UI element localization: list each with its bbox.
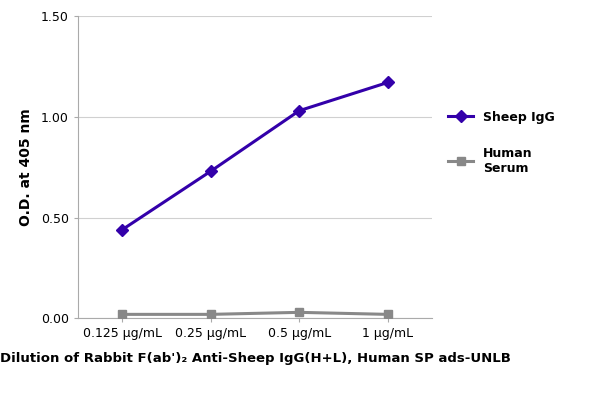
Human
Serum [119, 312, 126, 317]
Line: Sheep IgG: Sheep IgG [118, 78, 392, 234]
Sheep IgG [296, 108, 303, 113]
Legend: Sheep IgG, Human
Serum: Sheep IgG, Human Serum [442, 105, 561, 181]
X-axis label: Dilution of Rabbit F(ab')₂ Anti-Sheep IgG(H+L), Human SP ads-UNLB: Dilution of Rabbit F(ab')₂ Anti-Sheep Ig… [0, 351, 511, 365]
Sheep IgG [119, 227, 126, 232]
Line: Human
Serum: Human Serum [118, 308, 392, 318]
Human
Serum [296, 310, 303, 315]
Y-axis label: O.D. at 405 nm: O.D. at 405 nm [19, 108, 32, 226]
Human
Serum [384, 312, 391, 317]
Sheep IgG [207, 169, 214, 174]
Sheep IgG [384, 80, 391, 85]
Human
Serum [207, 312, 214, 317]
